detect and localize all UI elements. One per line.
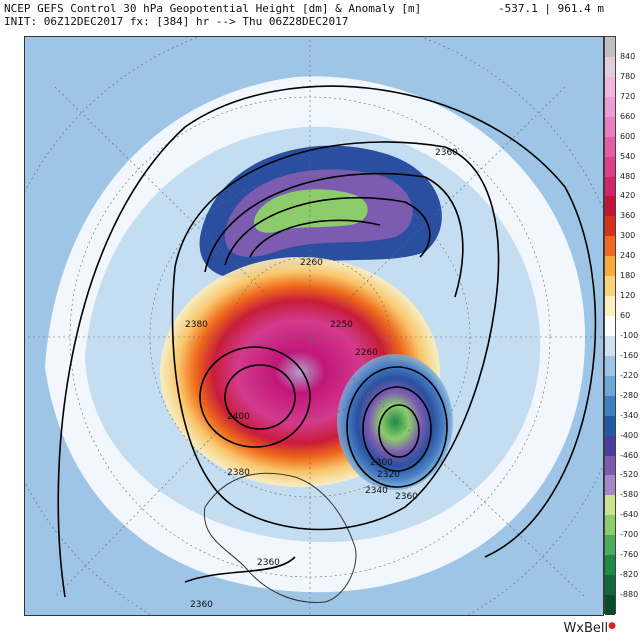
colorbar-segment xyxy=(605,555,615,576)
colorbar-label: -580 xyxy=(620,490,639,500)
colorbar-segment xyxy=(605,196,615,217)
colorbar-label: -700 xyxy=(620,530,639,540)
svg-text:2360: 2360 xyxy=(435,148,458,158)
colorbar-label: 300 xyxy=(620,231,636,241)
colorbar-label: -160 xyxy=(620,350,639,360)
colorbar-label: -520 xyxy=(620,470,639,480)
svg-text:2300: 2300 xyxy=(370,458,393,468)
svg-text:2380: 2380 xyxy=(185,320,208,330)
colorbar-label: -460 xyxy=(620,450,639,460)
svg-text:2260: 2260 xyxy=(355,348,378,358)
colorbar-segment xyxy=(605,136,615,158)
colorbar-segment xyxy=(605,316,615,337)
colorbar-segment xyxy=(605,296,615,317)
colorbar-segment xyxy=(605,515,615,536)
colorbar-segment xyxy=(605,56,615,78)
colorbar-segment xyxy=(605,455,615,476)
colorbar-label: -760 xyxy=(620,550,639,560)
colorbar-label: -640 xyxy=(620,510,639,520)
init-time: INIT: 06Z12DEC2017 fx: [384] hr --> Thu … xyxy=(4,15,349,28)
colorbar-segment xyxy=(605,415,615,437)
colorbar-segment xyxy=(605,355,615,377)
value-range: -537.1 | 961.4 m xyxy=(498,2,604,15)
height-contours xyxy=(57,85,597,598)
colorbar-segment xyxy=(605,156,615,177)
colorbar-segment xyxy=(605,37,615,58)
map-title: NCEP GEFS Control 30 hPa Geopotential He… xyxy=(4,2,422,15)
map-canvas: 2360 2360 2380 2260 2250 2260 2300 2320 … xyxy=(25,37,603,615)
colorbar-segment xyxy=(605,236,615,257)
colorbar-segment xyxy=(605,575,615,596)
colorbar-segment xyxy=(605,595,615,616)
colorbar-segment xyxy=(605,335,615,357)
svg-text:2400: 2400 xyxy=(227,412,250,422)
svg-text:2320: 2320 xyxy=(377,470,400,480)
colorbar-segment xyxy=(605,216,615,237)
svg-text:2360: 2360 xyxy=(257,558,280,568)
land-outline xyxy=(203,472,357,603)
colorbar-label: 540 xyxy=(620,151,636,161)
colorbar-label: 360 xyxy=(620,211,636,221)
colorbar-segment xyxy=(605,176,615,197)
colorbar-label: 720 xyxy=(620,91,636,101)
colorbar-label: -820 xyxy=(620,570,639,580)
colorbar-segment xyxy=(605,395,615,417)
colorbar-label: 840 xyxy=(620,51,636,61)
svg-text:2380: 2380 xyxy=(227,468,250,478)
colorbar-segment xyxy=(605,76,615,98)
brand-logo: WxBell● xyxy=(563,621,616,636)
colorbar-segment xyxy=(605,475,615,496)
colorbar-segment xyxy=(605,276,615,297)
colorbar-label: 240 xyxy=(620,251,636,261)
colorbar-segment xyxy=(605,256,615,277)
colorbar-label: -280 xyxy=(620,390,639,400)
colorbar-label: 600 xyxy=(620,131,636,141)
colorbar-label: -100 xyxy=(620,330,639,340)
polar-map: 2360 2360 2380 2260 2250 2260 2300 2320 … xyxy=(24,36,604,616)
colorbar-segment xyxy=(605,495,615,516)
colorbar-segment xyxy=(605,435,615,457)
colorbar-label: 780 xyxy=(620,71,636,81)
colorbar-segment xyxy=(605,96,615,118)
colorbar-label: 180 xyxy=(620,271,636,281)
colorbar-segment xyxy=(605,375,615,397)
colorbar xyxy=(604,36,616,616)
svg-text:2260: 2260 xyxy=(300,258,323,268)
colorbar-segment xyxy=(605,116,615,138)
colorbar-label: 660 xyxy=(620,111,636,121)
colorbar-label: -880 xyxy=(620,590,639,600)
colorbar-label: 420 xyxy=(620,191,636,201)
svg-text:2360: 2360 xyxy=(395,492,418,502)
colorbar-label: 120 xyxy=(620,291,636,301)
colorbar-label: -220 xyxy=(620,370,639,380)
colorbar-label: 480 xyxy=(620,171,636,181)
svg-text:2360: 2360 xyxy=(190,600,213,610)
contour-labels: 2360 2360 2380 2260 2250 2260 2300 2320 … xyxy=(185,148,458,610)
negative-anomaly-north-peak xyxy=(254,189,368,233)
colorbar-label: -400 xyxy=(620,430,639,440)
svg-text:2250: 2250 xyxy=(330,320,353,330)
colorbar-label: 60 xyxy=(620,311,631,321)
colorbar-label: -340 xyxy=(620,410,639,420)
colorbar-segment xyxy=(605,535,615,556)
svg-text:2340: 2340 xyxy=(365,486,388,496)
